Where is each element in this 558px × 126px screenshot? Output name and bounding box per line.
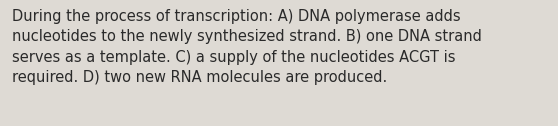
Text: During the process of transcription: A) DNA polymerase adds
nucleotides to the n: During the process of transcription: A) … (12, 9, 482, 85)
